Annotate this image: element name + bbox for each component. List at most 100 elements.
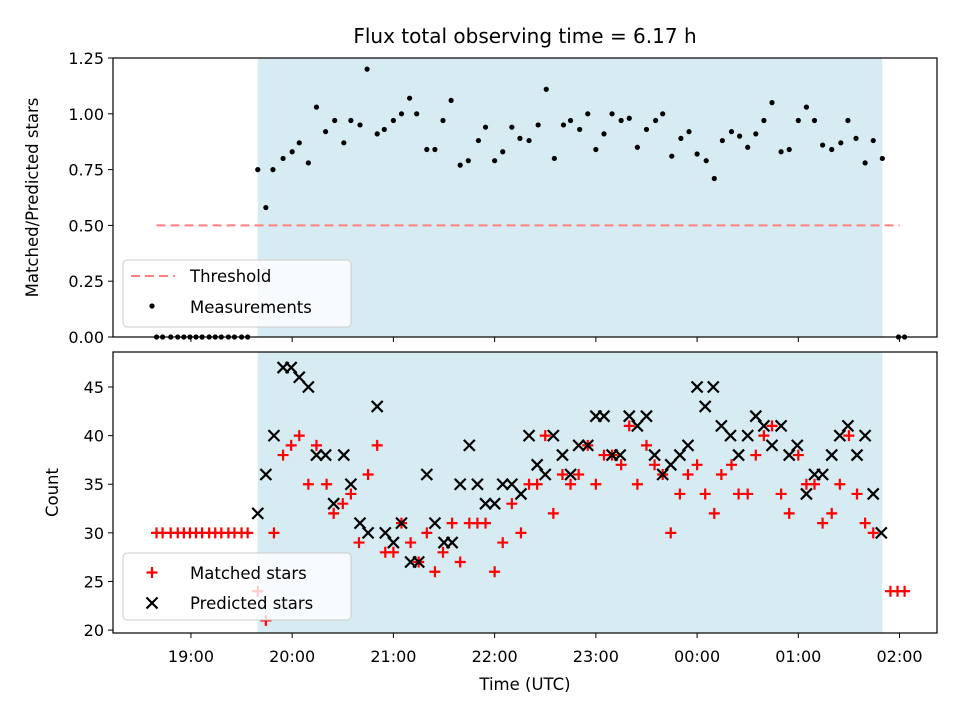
matched-star-point [302, 478, 314, 490]
predicted-star-point [800, 487, 813, 501]
y-tick-label: 40 [84, 427, 104, 446]
matched-star-point [310, 439, 322, 451]
predicted-star-point [715, 419, 728, 433]
measurement-point [374, 131, 380, 137]
y-tick-label: 25 [84, 572, 104, 591]
measurement-point [567, 117, 574, 124]
predicted-star-point [284, 361, 298, 374]
predicted-star-point [344, 477, 358, 491]
threshold-legend-label: Threshold [189, 267, 271, 286]
ratio-panel: 0.00 0.25 0.50 0.75 1.00 1.25 Matched/Predict… [23, 49, 938, 347]
predicted-star-point [556, 448, 569, 462]
x-tick-label: 20:00 [269, 647, 315, 666]
predicted-star-point [681, 439, 695, 452]
matched-star-point [565, 478, 577, 490]
measurement-point [643, 126, 650, 133]
predicted-star-point [816, 468, 829, 481]
matched-star-point [437, 546, 449, 558]
predicted-star-point [613, 448, 627, 462]
predicted-stars-legend-swatch [145, 596, 159, 610]
measurement-point [390, 117, 397, 124]
measurement-point [357, 122, 363, 128]
measurement-point [535, 122, 541, 128]
y-tick-label: 30 [84, 524, 104, 543]
matched-star-point [851, 488, 863, 500]
matched-star-point [708, 507, 720, 519]
predicted-star-point [496, 477, 510, 491]
matched-star-point [859, 517, 871, 529]
matched-star-point [699, 488, 711, 500]
count-legend-box [122, 552, 352, 621]
measurement-point [432, 146, 438, 153]
measurement-point [381, 126, 387, 133]
measurement-point [364, 66, 370, 72]
predicted-star-point [547, 429, 560, 442]
matched-star-point [480, 517, 492, 529]
measurement-point [737, 133, 743, 139]
measurement-point [577, 126, 583, 133]
measurement-point [296, 140, 302, 146]
y-tick-label: 45 [84, 378, 104, 397]
measurement-point [517, 135, 523, 141]
ratio-legend: Threshold Measurements [122, 259, 352, 328]
predicted-star-point [572, 439, 585, 452]
matched-star-point [817, 517, 829, 529]
predicted-star-point [765, 439, 779, 452]
measurement-point [492, 158, 498, 164]
matched-star-point [691, 459, 703, 471]
matched-star-point [826, 507, 838, 519]
predicted-star-point [850, 448, 864, 462]
measurement-point [414, 111, 420, 117]
matched-star-point [345, 488, 357, 500]
ratio-legend-box [122, 259, 352, 328]
matched-star-point [446, 517, 458, 529]
y-tick-label: 20 [84, 621, 104, 640]
y-tick-label: 1.00 [68, 105, 104, 124]
measurement-point [786, 146, 792, 153]
measurement-point [440, 117, 446, 124]
predicted-star-point [656, 468, 669, 481]
measurement-point [870, 137, 876, 144]
predicted-star-point [741, 429, 754, 442]
matched-star-point [649, 459, 661, 471]
matched-star-point [615, 459, 627, 471]
measurement-point [879, 155, 885, 162]
matched-star-point [750, 449, 762, 461]
y-tick-label: 0.00 [68, 328, 104, 347]
measurement-point [448, 97, 454, 104]
predicted-star-point [319, 448, 332, 462]
predicted-star-point [327, 497, 340, 510]
measurement-point [543, 86, 549, 92]
predicted-star-point [488, 497, 501, 510]
matched-star-point [590, 478, 602, 490]
measurement-point [660, 111, 666, 117]
measurement-point [845, 117, 851, 124]
matched-star-point [268, 527, 280, 539]
measurement-point [560, 122, 567, 128]
x-tick-label: 00:00 [674, 647, 720, 666]
matched-star-point [328, 507, 340, 519]
predicted-star-point [302, 380, 315, 394]
measurement-point [398, 111, 405, 117]
measurement-point [761, 117, 767, 124]
measurement-point [457, 162, 463, 168]
predicted-star-point [251, 507, 265, 520]
predicted-star-point [353, 516, 367, 530]
measurement-point [475, 137, 482, 144]
predicted-star-point [479, 497, 492, 510]
matched-star-point [665, 527, 677, 539]
measurement-point [694, 151, 700, 157]
predicted-star-point [622, 409, 636, 423]
measurement-point [593, 146, 599, 153]
matched-star-point [758, 430, 770, 442]
predicted-star-point [505, 477, 519, 491]
measurement-point [509, 124, 515, 130]
measurement-point [313, 104, 320, 110]
matched-star-point [242, 527, 254, 539]
count-panel: 20 25 30 35 40 45 19:00 20:00 21:00 22:00 23:00 00… [43, 351, 938, 694]
predicted-star-point [420, 468, 434, 481]
measurement-point [811, 117, 818, 124]
matched-star-point [766, 420, 778, 432]
measurement-point [609, 111, 615, 117]
